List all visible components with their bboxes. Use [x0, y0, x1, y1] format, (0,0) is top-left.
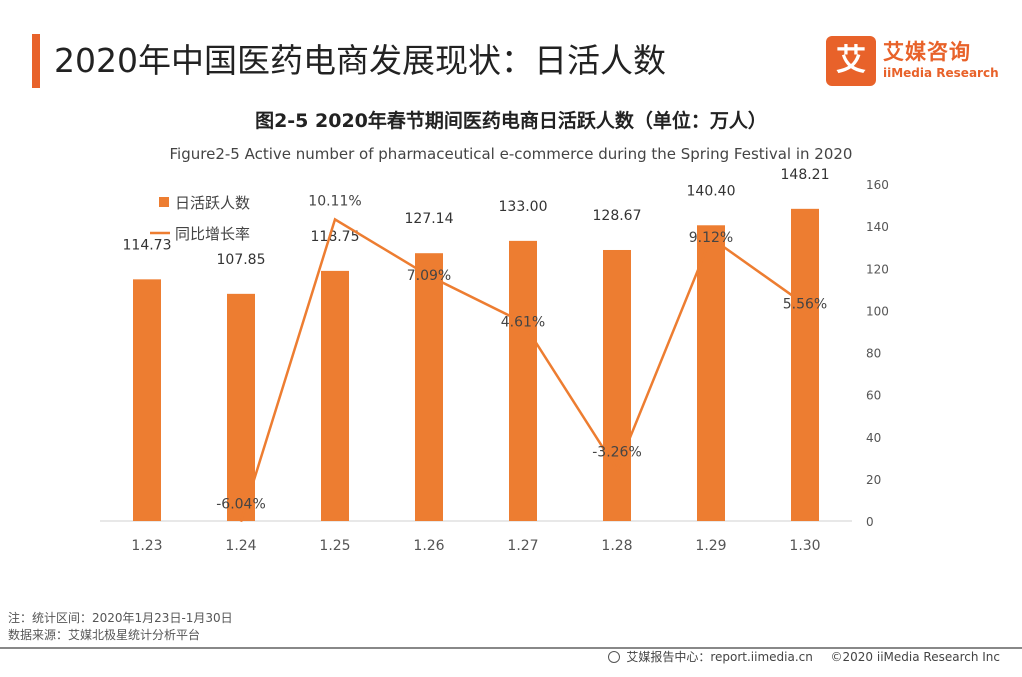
y-tick-label: 100 [866, 304, 889, 318]
bar-value-label: 107.85 [217, 252, 266, 268]
y-tick-label: 120 [866, 262, 889, 276]
chart-title: 图2-5 2020年春节期间医药电商日活跃人数（单位：万人） [255, 110, 767, 132]
growth-rate-label: -3.26% [592, 445, 642, 461]
bar [791, 208, 819, 521]
legend-bar-swatch [159, 197, 169, 207]
x-tick-label: 1.28 [601, 538, 632, 554]
x-tick-label: 1.26 [413, 538, 444, 554]
x-tick-label: 1.23 [131, 538, 162, 554]
growth-rate-label: 4.61% [501, 314, 545, 330]
bar-value-label: 118.75 [311, 229, 360, 245]
bar-value-label: 128.67 [593, 208, 642, 224]
bar-value-label: 127.14 [405, 211, 454, 227]
bar [227, 293, 255, 521]
legend-bar-label: 日活跃人数 [175, 194, 250, 212]
globe-icon [607, 651, 620, 663]
chart-canvas: 0 20 40 60 80 100 120 140 160 114.73 1.23 107.85 1.2… [100, 167, 889, 554]
y-tick-label: 40 [866, 431, 881, 445]
bar-value-label: 114.73 [123, 237, 172, 253]
stat-period-note: 注：统计区间：2020年1月23日-1月30日 [8, 611, 233, 625]
legend-line-label: 同比增长率 [175, 225, 250, 243]
bar [697, 225, 725, 521]
page-title: 2020年中国医药电商发展现状：日活人数 [54, 41, 666, 80]
footer-report-center[interactable]: 艾媒报告中心：report.iimedia.cn [626, 650, 813, 664]
growth-rate-line [239, 217, 806, 523]
title-accent-bar [32, 34, 40, 88]
footer-copyright: ©2020 iiMedia Research Inc [830, 650, 1000, 664]
x-tick-label: 1.24 [225, 538, 256, 554]
footer: 艾媒报告中心：report.iimedia.cn ©2020 iiMedia R… [607, 648, 1000, 665]
y-tick-label: 20 [866, 473, 881, 487]
bar [321, 270, 349, 521]
bar [603, 249, 631, 521]
growth-rate-label: 5.56% [783, 297, 827, 313]
bar [509, 240, 537, 521]
growth-rate-label: -6.04% [216, 497, 266, 513]
y-tick-label: 80 [866, 347, 881, 361]
y-tick-label: 140 [866, 220, 889, 234]
footer-divider [0, 647, 1022, 649]
y-tick-label: 160 [866, 178, 889, 192]
logo-english-name: iiMedia Research [883, 66, 999, 80]
y-tick-label: 0 [866, 515, 874, 529]
bar [415, 253, 443, 522]
logo-mark: 艾 [826, 36, 876, 86]
bar-value-label: 133.00 [499, 199, 548, 215]
chart-subtitle: Figure2-5 Active number of pharmaceutica… [169, 145, 853, 163]
growth-rate-label: 7.09% [407, 268, 451, 284]
x-tick-label: 1.30 [789, 538, 820, 554]
bar-value-label: 140.40 [687, 183, 736, 199]
growth-rate-label: 9.12% [689, 230, 733, 246]
x-tick-label: 1.29 [695, 538, 726, 554]
logo-chinese-name: 艾媒咨询 [883, 40, 971, 64]
y-tick-label: 60 [866, 389, 881, 403]
source-note: 数据来源：艾媒北极星统计分析平台 [8, 628, 201, 642]
x-tick-label: 1.27 [507, 538, 538, 554]
growth-rate-label: 10.11% [308, 193, 361, 209]
iimedia-logo: 艾 艾媒咨询 iiMedia Research [826, 36, 999, 86]
bar [133, 279, 161, 521]
x-tick-label: 1.25 [319, 538, 350, 554]
bar-value-label: 148.21 [781, 167, 830, 183]
